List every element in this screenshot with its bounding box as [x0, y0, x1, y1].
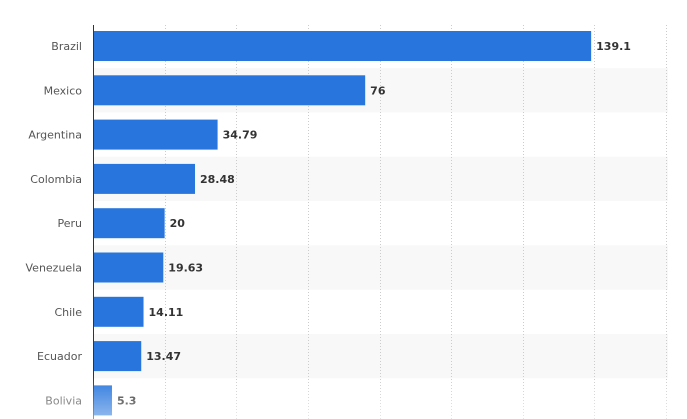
bar-venezuela[interactable] [94, 252, 164, 283]
value-label: 28.48 [200, 173, 235, 186]
value-label: 34.79 [223, 129, 258, 142]
category-label: Venezuela [26, 262, 83, 275]
category-label: Bolivia [45, 394, 82, 407]
bar-chile[interactable] [94, 296, 144, 327]
bar-ecuador[interactable] [94, 341, 142, 372]
category-label: Chile [54, 306, 82, 319]
bar-colombia[interactable] [94, 163, 195, 194]
value-label: 5.3 [117, 394, 137, 407]
value-label: 139.1 [596, 40, 631, 53]
value-label: 19.63 [168, 262, 203, 275]
value-label: 14.11 [149, 306, 184, 319]
category-label: Argentina [28, 129, 82, 142]
category-label: Peru [57, 217, 82, 230]
bar-mexico[interactable] [94, 75, 366, 106]
row-stripe [93, 245, 668, 290]
bar-argentina[interactable] [94, 119, 218, 150]
bar-brazil[interactable] [94, 31, 592, 61]
value-label: 20 [170, 217, 186, 230]
category-label: Brazil [51, 40, 82, 53]
bar-peru[interactable] [94, 208, 165, 239]
bar-bolivia[interactable] [94, 385, 112, 416]
category-label: Colombia [30, 173, 82, 186]
category-label: Mexico [44, 84, 83, 97]
category-label: Ecuador [37, 350, 82, 363]
value-label: 13.47 [146, 350, 181, 363]
value-label: 76 [370, 84, 386, 97]
